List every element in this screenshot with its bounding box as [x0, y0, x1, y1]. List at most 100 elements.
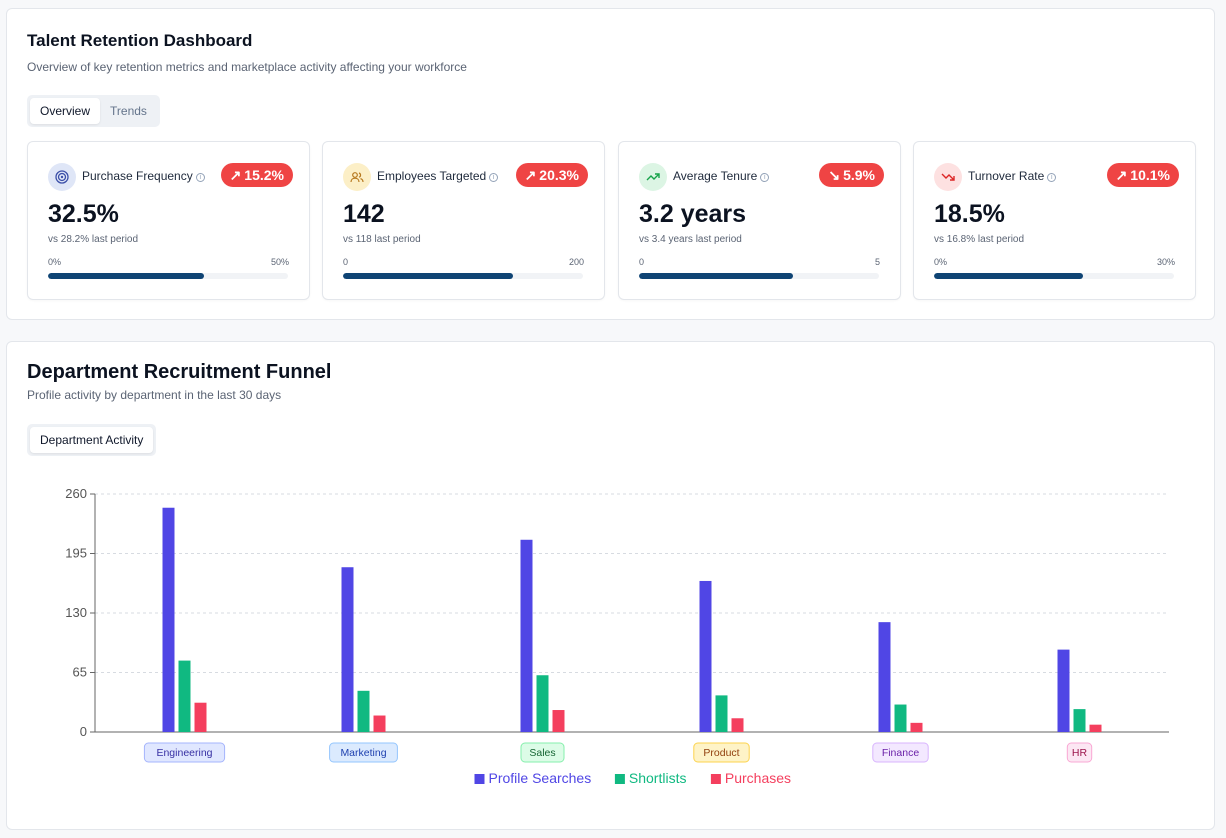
- info-icon[interactable]: i: [489, 173, 499, 182]
- tab-trends[interactable]: Trends: [110, 104, 147, 118]
- bar-profile-searches: [341, 567, 354, 732]
- legend-label: Purchases: [725, 770, 791, 786]
- bar-shortlists: [536, 675, 549, 732]
- tab-overview[interactable]: Overview: [30, 98, 101, 124]
- x-tick-label: Finance: [882, 747, 920, 759]
- info-icon[interactable]: i: [195, 173, 205, 182]
- x-tick-label: Engineering: [156, 747, 212, 759]
- y-tick-label: 260: [65, 486, 87, 501]
- category-pill: [143, 742, 226, 763]
- metric-value: 18.5%: [934, 200, 1005, 228]
- range-min-label: 0%: [934, 257, 948, 267]
- metric-label: Employees Targeted i: [377, 169, 499, 183]
- arrow-down-right-icon: ↘: [828, 166, 841, 183]
- legend-label: Profile Searches: [489, 770, 592, 786]
- recruitment-funnel-panel: Department Recruitment Funnel Profile ac…: [6, 341, 1215, 830]
- arrow-up-right-icon: ↗: [524, 166, 537, 183]
- category-pill: [693, 742, 750, 763]
- range-min-label: 0: [343, 257, 349, 267]
- bar-shortlists: [357, 690, 370, 732]
- bar-shortlists: [178, 660, 191, 732]
- page-subtitle: Overview of key retention metrics and ma…: [27, 60, 467, 74]
- metric-label: Purchase Frequency i: [82, 169, 205, 183]
- metric-value: 32.5%: [48, 200, 119, 228]
- target-icon: [48, 163, 76, 191]
- x-tick-label: HR: [1072, 747, 1088, 759]
- change-badge: ↗ 15.2%: [220, 163, 293, 187]
- funnel-tabs: Department Activity: [27, 424, 157, 456]
- funnel-title: Department Recruitment Funnel: [27, 361, 332, 383]
- bar-profile-searches: [699, 580, 712, 732]
- category-pill: [329, 742, 398, 763]
- metric-comparison: vs 16.8% last period: [934, 234, 1025, 245]
- bar-purchases: [373, 715, 386, 732]
- progress-track: [48, 273, 288, 279]
- range-max-label: 200: [568, 257, 584, 267]
- metric-value: 142: [343, 200, 385, 228]
- bar-shortlists: [894, 704, 907, 732]
- x-tick-label: Marketing: [340, 747, 386, 759]
- retention-overview-panel: Talent Retention Dashboard Overview of k…: [6, 8, 1215, 320]
- funnel-subtitle: Profile activity by department in the la…: [27, 388, 282, 402]
- category-pill: [1066, 742, 1093, 763]
- bar-purchases: [1089, 724, 1102, 732]
- bar-profile-searches: [162, 507, 175, 732]
- users-icon: [343, 163, 371, 191]
- bar-profile-searches: [520, 539, 533, 732]
- metric-label: Turnover Rate i: [968, 169, 1057, 183]
- bar-profile-searches: [1057, 649, 1070, 732]
- metric-card: Turnover Rate i ↗ 10.1% 18.5% vs 16.8% last p…: [913, 141, 1196, 300]
- arrow-up-right-icon: ↗: [1115, 166, 1128, 183]
- progress-fill: [639, 273, 793, 279]
- metric-comparison: vs 118 last period: [343, 234, 421, 245]
- legend-swatch: [474, 774, 485, 784]
- category-pill: [520, 742, 565, 763]
- department-activity-chart: 0 65 130 195 260 Engineering Marketing Sales Pro…: [65, 486, 1169, 786]
- range-max-label: 30%: [1156, 257, 1175, 267]
- progress-track: [343, 273, 583, 279]
- bar-purchases: [552, 710, 565, 732]
- progress-fill: [934, 273, 1083, 279]
- metric-comparison: vs 28.2% last period: [48, 234, 139, 245]
- bar-shortlists: [1073, 709, 1086, 732]
- change-badge: ↗ 20.3%: [515, 163, 588, 187]
- metric-card: Employees Targeted i ↗ 20.3% 142 vs 118 last …: [322, 141, 605, 300]
- legend-swatch: [614, 774, 625, 784]
- range-min-label: 0%: [48, 257, 62, 267]
- range-max-label: 5: [874, 257, 880, 267]
- info-icon[interactable]: i: [1047, 173, 1057, 182]
- arrow-up-right-icon: ↗: [229, 166, 242, 183]
- change-badge: ↗ 10.1%: [1106, 163, 1179, 187]
- metric-value: 3.2 years: [639, 200, 747, 228]
- x-tick-label: Sales: [529, 747, 555, 759]
- trend-down-icon: [934, 163, 962, 191]
- y-tick-label: 195: [65, 546, 87, 561]
- bar-shortlists: [715, 695, 728, 732]
- trend-up-icon: [639, 163, 667, 191]
- tab-department-activity[interactable]: Department Activity: [30, 427, 154, 453]
- bar-profile-searches: [878, 622, 891, 732]
- metric-card: Purchase Frequency i ↗ 15.2% 32.5% vs 28.2% l…: [27, 141, 310, 300]
- view-tabs: Overview Trends: [27, 95, 160, 127]
- range-min-label: 0: [639, 257, 645, 267]
- progress-track: [934, 273, 1174, 279]
- change-badge: ↘ 5.9%: [819, 163, 884, 187]
- progress-fill: [48, 273, 204, 279]
- category-pill: [872, 742, 929, 763]
- bar-purchases: [194, 702, 207, 732]
- legend-swatch: [710, 774, 721, 784]
- progress-track: [639, 273, 879, 279]
- y-tick-label: 65: [73, 665, 87, 680]
- bar-purchases: [731, 718, 744, 732]
- metric-comparison: vs 3.4 years last period: [639, 234, 742, 245]
- legend-label: Shortlists: [629, 770, 687, 786]
- range-max-label: 50%: [270, 257, 289, 267]
- y-tick-label: 130: [65, 605, 87, 620]
- bar-purchases: [910, 722, 923, 732]
- x-tick-label: Product: [703, 747, 739, 759]
- metric-label: Average Tenure i: [673, 169, 770, 183]
- metric-card: Average Tenure i ↘ 5.9% 3.2 years vs 3.4 year…: [618, 141, 901, 300]
- info-icon[interactable]: i: [760, 173, 770, 182]
- page-title: Talent Retention Dashboard: [27, 31, 253, 50]
- progress-fill: [343, 273, 514, 279]
